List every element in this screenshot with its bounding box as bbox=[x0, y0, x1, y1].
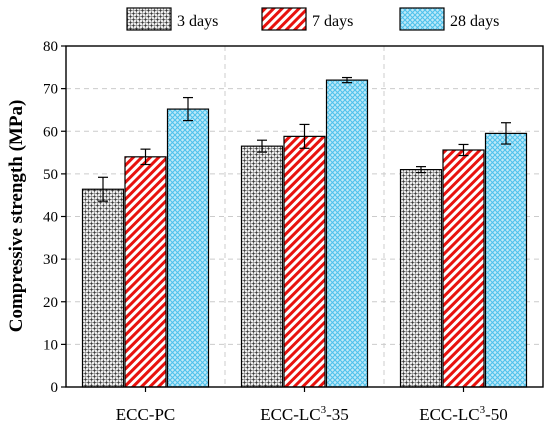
legend-swatch bbox=[126, 7, 172, 31]
y-tick-label: 0 bbox=[51, 380, 59, 396]
legend-label: 3 days bbox=[177, 13, 218, 30]
y-tick-label: 20 bbox=[43, 295, 58, 311]
bar bbox=[124, 156, 167, 388]
tick-labels: 0 10 20 30 40 50 60 70 80 ECC-PC ECC-LC3-35 ECC-LC3… bbox=[43, 39, 508, 424]
bar bbox=[166, 108, 210, 388]
y-tick-label: 30 bbox=[43, 252, 58, 268]
bar bbox=[325, 79, 369, 388]
x-tick-label: ECC-PC bbox=[116, 405, 176, 424]
bar bbox=[442, 149, 485, 388]
y-tick-label: 50 bbox=[43, 167, 58, 183]
y-tick-label: 60 bbox=[43, 124, 58, 140]
bar bbox=[484, 132, 528, 388]
y-tick-label: 10 bbox=[43, 337, 58, 353]
legend-swatch bbox=[261, 7, 307, 31]
bar bbox=[399, 169, 443, 388]
legend: 3 days 7 days 28 days bbox=[126, 7, 499, 31]
x-tick-label: ECC-LC3-35 bbox=[260, 404, 349, 424]
legend-swatch bbox=[399, 7, 445, 31]
y-tick-label: 70 bbox=[43, 82, 58, 98]
bar bbox=[240, 145, 284, 388]
bars bbox=[81, 76, 528, 388]
x-tick-label: ECC-LC3-50 bbox=[419, 404, 508, 424]
axes bbox=[61, 45, 544, 392]
y-axis-title: Compressive strength (MPa) bbox=[6, 100, 27, 333]
legend-label: 7 days bbox=[312, 13, 353, 30]
bar bbox=[283, 135, 326, 388]
y-tick-label: 80 bbox=[43, 39, 58, 55]
y-tick-label: 40 bbox=[43, 210, 58, 226]
legend-label: 28 days bbox=[450, 13, 499, 30]
bar bbox=[81, 188, 125, 388]
